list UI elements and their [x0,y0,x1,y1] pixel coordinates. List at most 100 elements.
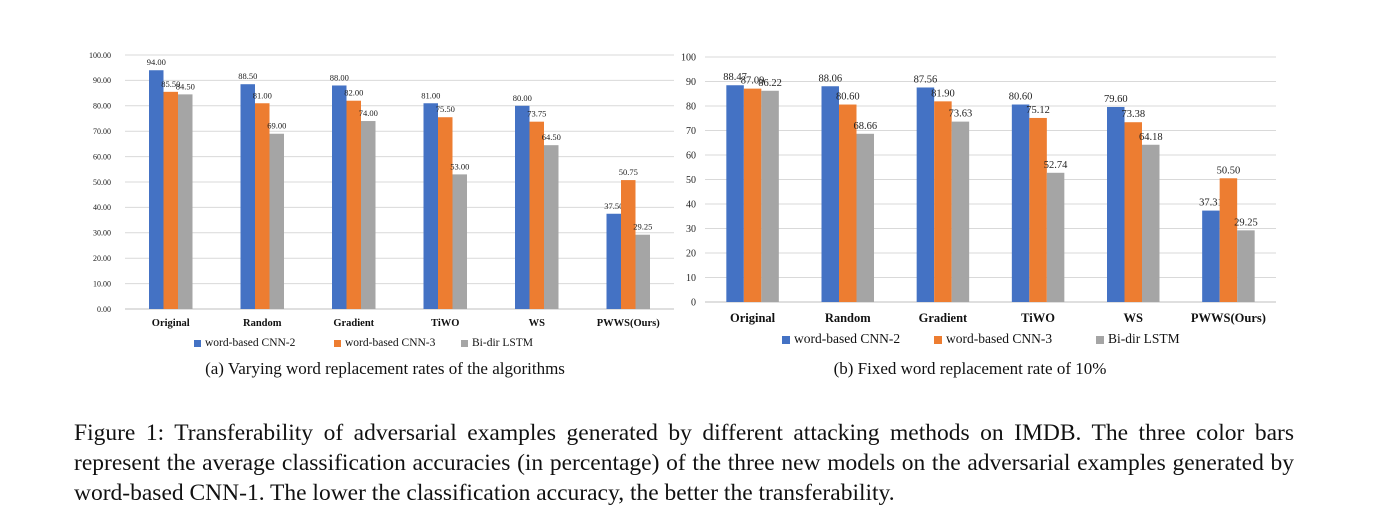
bar [821,86,839,303]
data-label: 81.00 [421,90,440,100]
y-tick-label: 50.00 [93,178,111,187]
bar [934,101,952,302]
data-label: 37.31 [1199,198,1223,209]
data-label: 94.00 [147,57,166,67]
x-tick-label: Original [152,318,190,329]
x-tick-label: Original [730,311,776,325]
x-tick-label: Gradient [919,311,968,325]
y-tick-label: 40.00 [93,203,111,212]
data-label: 80.60 [1009,92,1033,103]
bar [178,94,193,310]
bar [269,133,284,309]
data-label: 79.60 [1104,94,1128,105]
data-label: 75.50 [436,104,455,114]
data-label: 87.09 [741,76,765,87]
bar [240,84,255,310]
y-tick-label: 0 [691,298,696,309]
x-tick-label: PWWS(Ours) [597,318,661,329]
data-label: 82.00 [344,88,363,98]
y-tick-label: 30.00 [93,229,111,238]
legend-entry: word-based CNN-2 [205,337,296,349]
data-label: 81.00 [253,90,272,100]
bar [529,121,544,309]
legend-entry: word-based CNN-2 [794,331,900,346]
data-label: 73.75 [527,109,546,119]
y-tick-label: 40 [686,200,696,211]
bar [1011,104,1030,302]
y-tick-label: 70.00 [93,127,111,136]
data-label: 64.18 [1139,132,1163,143]
bar [515,105,530,309]
x-tick-label: WS [1124,311,1144,325]
data-label: 87.56 [914,74,938,85]
bar [452,174,467,309]
bar [1107,106,1125,302]
data-label: 84.50 [176,81,195,91]
y-tick-label: 90.00 [93,76,111,85]
data-label: 81.90 [931,88,955,99]
x-tick-label: TiWO [431,318,459,329]
y-tick-label: 80.00 [93,102,111,111]
y-tick-label: 50 [686,175,696,186]
bar [1202,210,1220,302]
x-tick-label: PWWS(Ours) [1191,311,1266,325]
data-label: 86.22 [758,78,782,89]
bar [951,121,970,302]
legend-swatch [461,340,468,347]
bar [606,213,621,309]
legend-swatch [782,336,790,344]
bar [621,180,636,309]
legend-swatch [334,340,341,347]
y-tick-label: 20 [686,249,696,260]
bar [635,234,650,309]
data-label: 73.63 [949,109,973,120]
data-label: 37.50 [604,201,623,211]
legend-entry: word-based CNN-3 [946,331,1052,346]
data-label: 64.50 [542,132,561,142]
subcaption-a: (a) Varying word replacement rates of th… [205,359,565,378]
bar [839,104,857,302]
bar [726,85,744,302]
bar [743,88,762,302]
bar [255,103,270,309]
y-tick-label: 60.00 [93,152,111,161]
x-tick-label: Random [243,318,282,329]
data-label: 68.66 [853,121,877,132]
data-label: 53.00 [450,161,469,171]
data-label: 50.75 [619,167,638,177]
x-tick-label: Gradient [333,318,374,329]
figure-caption: Figure 1: Transferability of adversarial… [74,420,1294,506]
y-tick-label: 80 [686,102,696,113]
data-label: 29.25 [1234,217,1258,228]
legend-swatch [934,336,942,344]
data-label: 80.60 [836,92,860,103]
y-tick-label: 30 [686,224,696,235]
bar [1029,117,1047,303]
bar [149,70,164,310]
data-label: 29.25 [633,222,652,232]
legend-entry: Bi-dir LSTM [1108,331,1180,346]
y-tick-label: 60 [686,151,696,162]
data-label: 85.50 [161,79,180,89]
x-tick-label: TiWO [1021,311,1055,325]
legend-entry: Bi-dir LSTM [472,337,533,349]
bar [163,91,178,309]
chart-a-varying-rates: 0.00 10.00 20.00 30.00 40.00 50.00 60.00 70.00 8… [89,51,674,349]
y-tick-label: 0.00 [97,305,111,314]
data-label: 50.50 [1217,165,1241,176]
legend-swatch [194,340,201,347]
data-label: 88.50 [238,71,257,81]
x-tick-label: Random [825,311,871,325]
bar [1124,122,1142,303]
data-label: 69.00 [267,121,286,131]
data-label: 73.38 [1121,109,1145,120]
y-tick-label: 10.00 [93,279,111,288]
y-tick-label: 20.00 [93,254,111,263]
bar [916,87,935,302]
y-tick-label: 10 [686,273,696,284]
bar [332,85,347,309]
bar [1219,178,1238,302]
data-label: 80.00 [513,93,532,103]
y-tick-label: 100 [681,53,696,64]
